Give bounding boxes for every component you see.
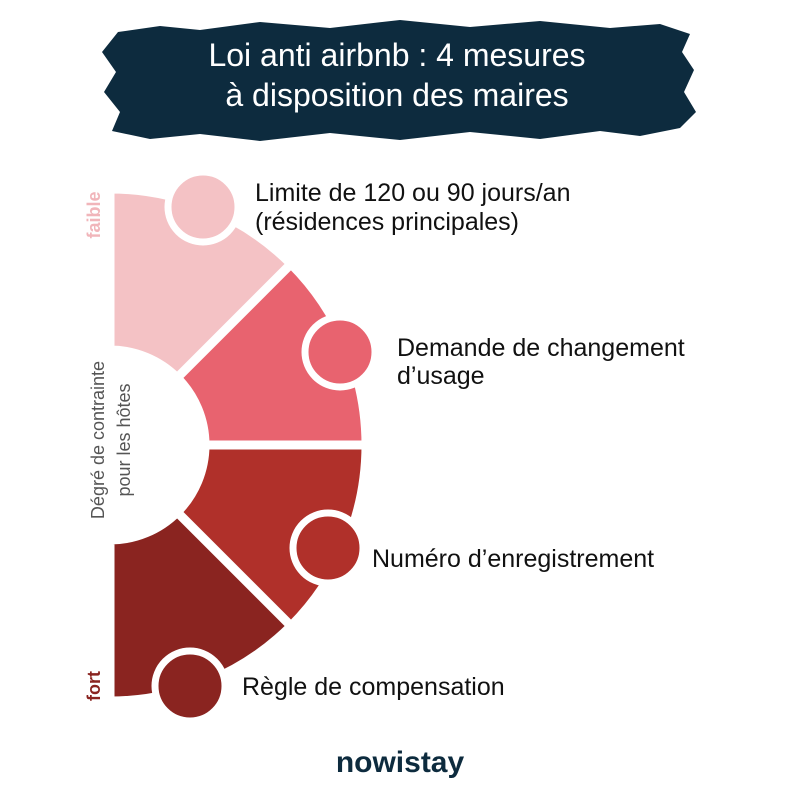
scale-axis-label: Dégré de contrainte [88, 361, 108, 519]
item-label: Demande de changement [397, 334, 685, 362]
item-label: Numéro d’enregistrement [372, 545, 654, 573]
title-banner [102, 20, 696, 141]
scale-bottom-label: fort [84, 671, 104, 701]
ring-segment [170, 257, 371, 450]
item-dot [289, 509, 367, 587]
item-label: Règle de compensation [242, 673, 505, 701]
logo: nowistay [336, 746, 465, 779]
item-dot [151, 647, 229, 725]
title-line: Loi anti airbnb : 4 mesures [208, 37, 585, 73]
item-dot [164, 168, 242, 246]
scale-top-label: faible [84, 191, 104, 238]
ring-segment [105, 184, 298, 385]
item-dot [301, 313, 379, 391]
item-label: (résidences principales) [255, 208, 519, 236]
title-line: à disposition des maires [225, 77, 568, 113]
ring-segment [105, 505, 298, 706]
scale-axis-label: pour les hôtes [114, 383, 134, 496]
item-label: d’usage [397, 362, 485, 390]
item-label: Limite de 120 ou 90 jours/an [255, 179, 571, 207]
